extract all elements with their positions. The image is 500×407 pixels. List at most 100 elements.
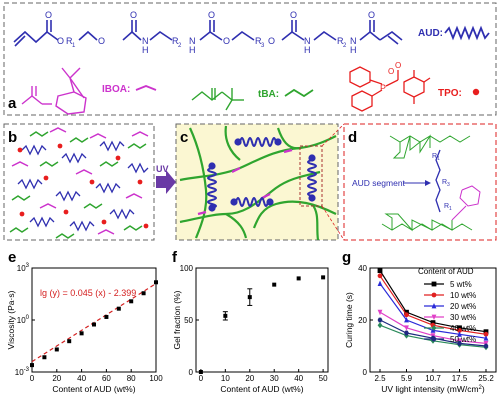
- chart-f-point: [321, 275, 326, 280]
- panel-d-frame: [343, 123, 497, 241]
- chart-f-xlabel: Content of AUD (wt%): [220, 384, 303, 394]
- chart-f: 0 10 20 30 40 50 0 50 100 Content of AUD (wt%) Gel…: [172, 264, 329, 394]
- panel-d-label: d: [348, 129, 357, 146]
- panel-a-label: a: [8, 95, 17, 112]
- iboa-molecule: [21, 67, 87, 115]
- panel-c-magenta-links: [197, 148, 293, 216]
- atom-n: N: [189, 36, 196, 46]
- chart-e-xtick-label: 40: [77, 374, 86, 383]
- chart-g-point: [404, 309, 409, 315]
- chart-g-point: [377, 268, 383, 273]
- atom-n: N: [142, 36, 149, 46]
- atom-h: H: [189, 45, 196, 55]
- panel-d-r1-bottom: R: [444, 203, 449, 210]
- panel-d-bottom-esters: [384, 213, 453, 232]
- atom-n: N: [350, 36, 357, 46]
- panel-d-r1-top: R: [432, 153, 437, 160]
- atom-r2: R: [172, 36, 179, 46]
- tpo-atom-o: O: [395, 61, 401, 70]
- uv-arrow-icon: [156, 170, 176, 194]
- chart-f-ytick-label: 100: [180, 264, 194, 273]
- atom-n: N: [304, 36, 311, 46]
- atom-o: O: [290, 10, 297, 20]
- chart-e-point: [54, 347, 59, 352]
- panel-e-label: e: [8, 249, 16, 266]
- aud-segment-label: AUD segment: [352, 178, 406, 188]
- chart-f-ytick-label: 50: [184, 316, 193, 325]
- chart-e-point: [92, 322, 96, 327]
- chart-f-xtick-label: 20: [245, 374, 254, 383]
- chart-g-legend-label: 30 wt%: [450, 313, 476, 322]
- atom-r2-sub: 2: [178, 43, 182, 49]
- panel-f-label: f: [172, 249, 178, 266]
- atom-r3-sub: 3: [261, 43, 265, 49]
- chart-g-point: [483, 343, 489, 349]
- panel-c-zoom-box: [299, 145, 323, 207]
- chart-e-point: [79, 331, 84, 336]
- panel-b-iboa-mols: [11, 127, 149, 235]
- atom-o: O: [223, 36, 230, 46]
- chart-g-legend-title: Content of AUD: [418, 267, 474, 276]
- tpo-atom-o: O: [388, 67, 394, 76]
- chart-g-xlabel: UV light intensity (mW/cm2): [381, 384, 485, 394]
- chart-f-xtick-label: 30: [270, 374, 279, 383]
- panel-d-iboa-link: [451, 205, 467, 221]
- chart-e-point: [116, 306, 121, 311]
- chart-e-point: [129, 299, 134, 304]
- chart-g-point: [457, 341, 462, 346]
- chart-g-legend-label: 5 wt%: [450, 280, 472, 289]
- chart-g-point: [377, 322, 383, 329]
- atom-o: O: [268, 36, 275, 46]
- tpo-molecule: [349, 66, 431, 112]
- chart-e-point: [141, 291, 146, 296]
- chart-e-xtick-label: 0: [30, 374, 35, 383]
- panel-b-tba-mols: [9, 131, 147, 239]
- chart-g-ytick-label: 40: [358, 264, 367, 273]
- chart-e-point: [67, 339, 72, 344]
- chart-e-ytick-label: 100: [17, 315, 30, 325]
- chart-g-xtick-label: 5.9: [401, 374, 413, 383]
- chart-g-legend-label: 50 wt%: [450, 335, 476, 344]
- panel-c-crosslinks: [208, 138, 316, 212]
- panel-d-r1-top-sub: 1: [437, 156, 440, 162]
- panel-d-r1-bottom-sub: 1: [449, 206, 452, 212]
- chart-g-legend-marker: [431, 325, 437, 331]
- chart-f-xtick-label: 40: [294, 374, 303, 383]
- chart-g: 2.5 5.9 10.7 17.5 25.2 0 20 40 UV light intensit…: [344, 264, 497, 394]
- chart-g-point: [483, 331, 489, 337]
- chart-g-point: [483, 329, 489, 335]
- chart-f-xtick-label: 0: [199, 374, 204, 383]
- zoom-connector-bottom: [321, 205, 345, 241]
- panel-d-top-esters: [392, 134, 431, 159]
- atom-h: H: [142, 45, 149, 55]
- panel-b-frame: [3, 123, 155, 241]
- chart-f-ylabel: Gel fraction (%): [172, 290, 182, 349]
- chart-g-xtick-label: 25.2: [478, 374, 494, 383]
- chart-g-point: [404, 312, 409, 318]
- chart-e-xtick-label: 20: [52, 374, 61, 383]
- panel-b-aud-chains: [17, 140, 149, 232]
- chart-g-xtick-label: 17.5: [452, 374, 468, 383]
- chart-f-point: [296, 276, 301, 281]
- chart-g-point: [377, 280, 383, 286]
- chart-g-point: [404, 330, 409, 336]
- iboa-legend-glyph: [135, 85, 157, 91]
- legend-aud-label: AUD:: [418, 28, 443, 39]
- legend-tpo-label: TPO:: [438, 88, 462, 99]
- chart-e-fit-label: lg (y) = 0.045 (x) - 2.399: [40, 288, 136, 298]
- chart-e-xlabel: Content of AUD (wt%): [52, 384, 135, 394]
- chart-e-point: [154, 280, 158, 285]
- panel-b-tpo-dots: [17, 143, 149, 229]
- panel-c-aud-springs: [207, 137, 317, 209]
- panel-a-frame: [3, 2, 497, 116]
- chart-g-point: [377, 309, 383, 316]
- chart-g-point: [457, 325, 462, 331]
- atom-o: O: [57, 36, 64, 46]
- chart-g-legend-marker: [431, 314, 437, 320]
- atom-r2: R: [337, 36, 344, 46]
- tba-molecule: [191, 88, 244, 111]
- tpo-atom-p: P: [380, 83, 386, 93]
- panel-b-components: [9, 127, 149, 239]
- chart-g-legend-label: 10 wt%: [450, 291, 476, 300]
- atom-r2-sub: 2: [343, 43, 347, 49]
